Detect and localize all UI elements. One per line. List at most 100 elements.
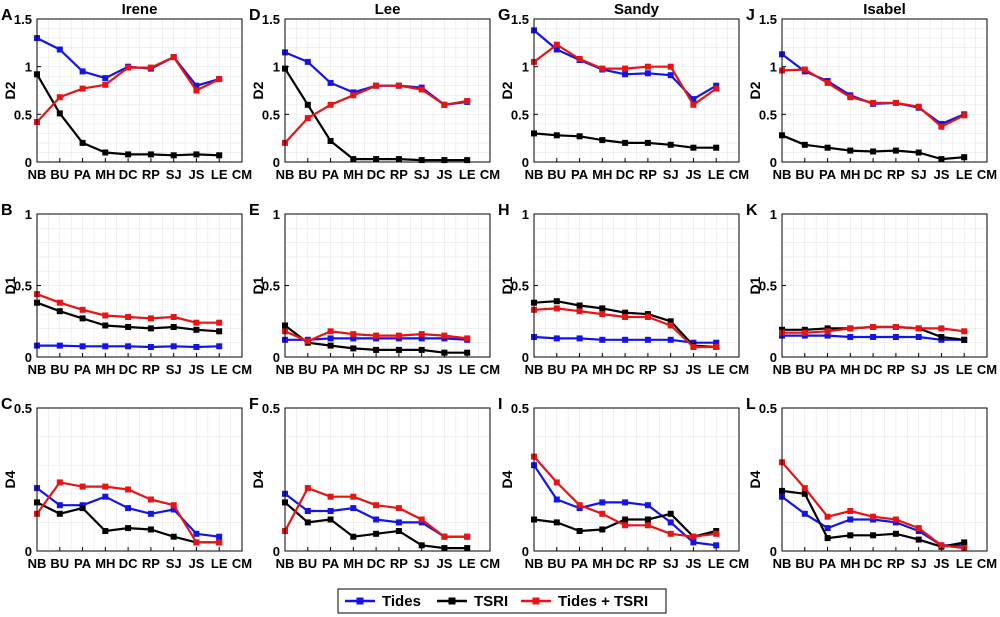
- x-tick-label: LE: [459, 556, 476, 571]
- data-point: [125, 505, 132, 512]
- data-point: [824, 144, 831, 151]
- data-point: [373, 332, 380, 339]
- data-point: [690, 344, 697, 350]
- x-tick-label: DC: [119, 556, 138, 571]
- data-point: [327, 342, 334, 349]
- x-tick-label: MH: [343, 556, 363, 571]
- x-tick-label: RP: [639, 556, 657, 571]
- legend-marker-tsri: [448, 597, 456, 605]
- data-point: [961, 154, 968, 161]
- x-tick-label: MH: [343, 362, 363, 377]
- data-point: [350, 533, 357, 540]
- data-point: [464, 533, 471, 540]
- data-point: [102, 75, 109, 82]
- x-tick-label: PA: [322, 167, 340, 182]
- data-point: [147, 344, 154, 350]
- data-point: [553, 132, 560, 139]
- y-axis-label: D4: [2, 470, 18, 488]
- data-point: [441, 101, 448, 108]
- axes-frame-f: [284, 407, 491, 552]
- data-point: [599, 65, 606, 72]
- x-tick-label: JS: [188, 167, 204, 182]
- grid-b: [37, 214, 242, 357]
- y-tick-label: 0: [770, 350, 777, 365]
- data-point: [170, 343, 177, 350]
- data-point: [892, 334, 899, 340]
- x-tick-label: DC: [864, 556, 883, 571]
- x-tick-label: MH: [840, 362, 860, 377]
- x-tick-label: PA: [74, 362, 92, 377]
- data-point: [576, 502, 583, 509]
- data-point: [395, 519, 402, 526]
- data-point: [193, 151, 200, 158]
- data-point: [644, 139, 651, 146]
- data-point: [824, 535, 831, 542]
- y-tick-label: 0.5: [511, 401, 529, 416]
- x-tick-label: BU: [298, 556, 317, 571]
- data-point: [622, 499, 629, 506]
- panel-letter: D: [249, 7, 261, 24]
- data-point: [395, 82, 402, 89]
- x-tick-label: JS: [933, 362, 949, 377]
- panel-c: 0 0.5 NB BU PA MH DC RP SJ JS LE CM D4 C: [1, 396, 252, 571]
- data-point: [801, 485, 808, 492]
- data-point: [418, 346, 425, 353]
- x-tick-label: MH: [343, 167, 363, 182]
- data-point: [824, 328, 831, 335]
- y-axis-label: D2: [499, 81, 515, 99]
- data-point: [147, 315, 154, 322]
- x-tick-label: RP: [142, 556, 160, 571]
- x-tick-label: PA: [74, 167, 92, 182]
- data-point: [464, 98, 471, 104]
- data-point: [599, 499, 606, 506]
- data-point: [56, 510, 63, 517]
- data-point: [395, 346, 402, 353]
- series-tides-tsri-e: [282, 328, 471, 345]
- data-point: [304, 338, 311, 345]
- data-point: [102, 312, 109, 319]
- data-point: [350, 505, 357, 512]
- data-point: [441, 332, 448, 339]
- data-point: [193, 344, 200, 350]
- data-point: [216, 152, 223, 159]
- data-point: [350, 92, 357, 99]
- data-point: [147, 496, 154, 503]
- x-tick-label: SJ: [414, 167, 430, 182]
- y-tick-label: 0: [25, 544, 32, 559]
- x-tick-label: SJ: [166, 362, 182, 377]
- x-tick-label: SJ: [911, 556, 927, 571]
- x-tick-label: CM: [977, 556, 997, 571]
- data-point: [576, 133, 583, 140]
- x-tick-label: SJ: [414, 362, 430, 377]
- data-point: [938, 542, 945, 549]
- data-point: [553, 519, 560, 526]
- data-point: [102, 483, 109, 490]
- data-point: [304, 115, 311, 122]
- legend-entry-tsri: TSRI: [437, 593, 508, 610]
- legend-label-tsri: TSRI: [474, 593, 508, 610]
- x-tick-label: CM: [977, 167, 997, 182]
- x-tick-label: LE: [708, 167, 725, 182]
- data-point: [350, 345, 357, 352]
- x-tick-label: RP: [887, 556, 905, 571]
- y-tick-label: 0.5: [759, 107, 777, 122]
- x-tick-label: SJ: [663, 167, 679, 182]
- data-point: [79, 343, 86, 350]
- data-point: [327, 138, 334, 144]
- x-tick-label: DC: [616, 362, 635, 377]
- data-point: [690, 144, 697, 151]
- panel-k: 0 0.5 1 NB BU PA MH DC RP SJ JS LE CM D1 K: [746, 202, 997, 377]
- data-point: [622, 71, 629, 78]
- data-point: [599, 311, 606, 318]
- y-tick-label: 0: [770, 544, 777, 559]
- y-tick-label: 0.5: [759, 401, 777, 416]
- data-point: [170, 533, 177, 540]
- x-tick-label: SJ: [911, 362, 927, 377]
- data-point: [713, 542, 720, 549]
- legend-box: [337, 588, 667, 614]
- data-point: [102, 149, 109, 156]
- x-tick-label: NB: [276, 167, 295, 182]
- data-point: [464, 335, 471, 342]
- x-tick-label: BU: [547, 362, 566, 377]
- data-point: [801, 510, 808, 517]
